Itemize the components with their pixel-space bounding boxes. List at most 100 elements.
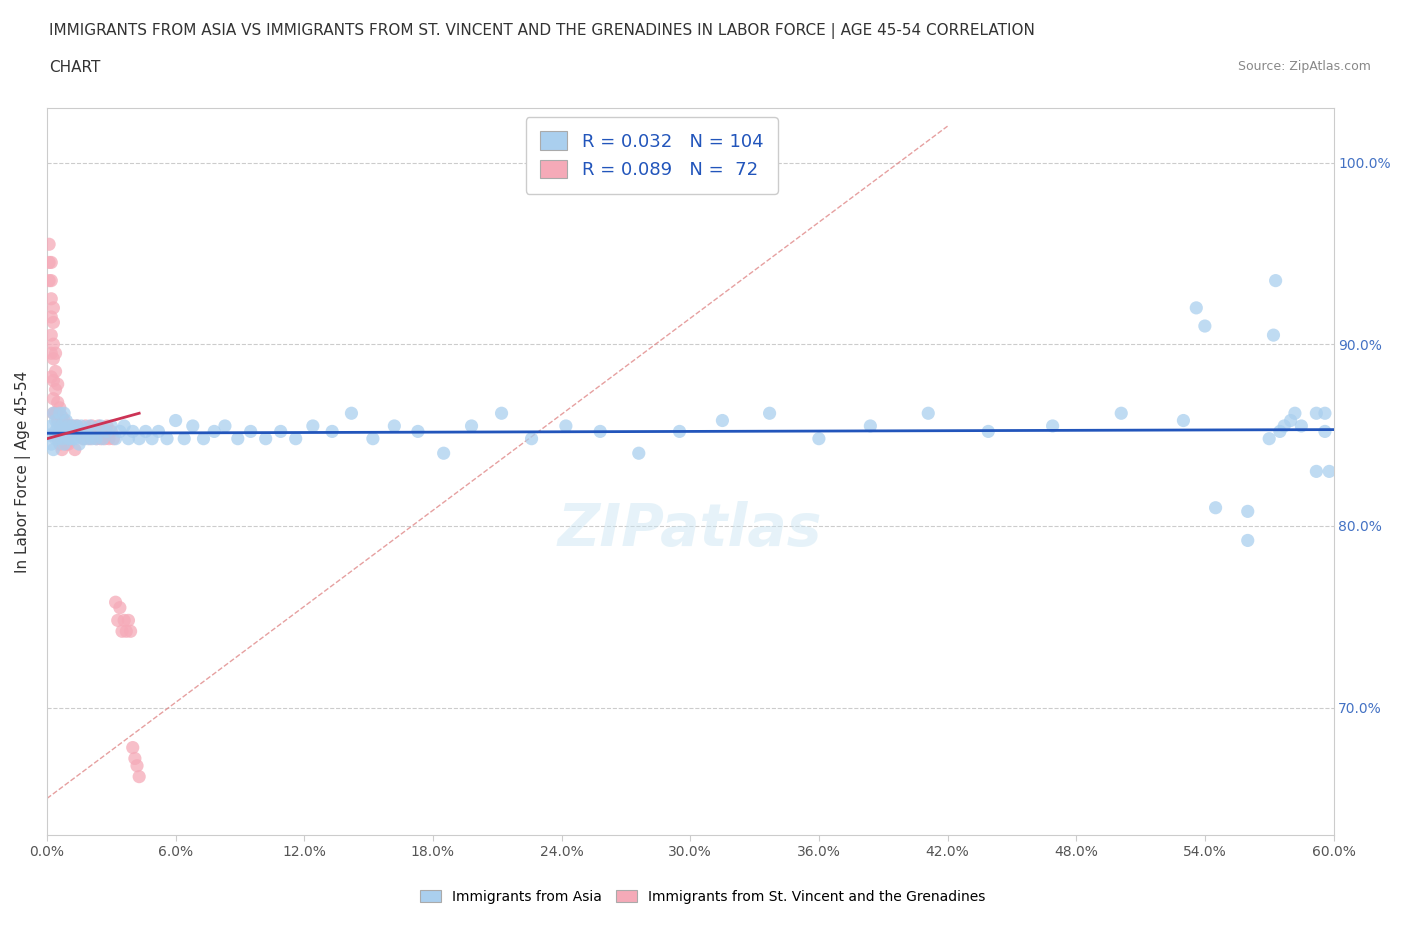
- Point: [79, 418, 101, 433]
- Point: [156, 432, 179, 446]
- Point: [1263, 327, 1285, 342]
- Point: [1236, 533, 1258, 548]
- Point: [38, 428, 60, 443]
- Point: [917, 405, 939, 420]
- Point: [460, 418, 482, 433]
- Point: [46, 432, 69, 446]
- Point: [1258, 432, 1281, 446]
- Point: [128, 769, 150, 784]
- Point: [98, 432, 121, 446]
- Point: [39, 273, 62, 288]
- Point: [120, 624, 142, 639]
- Point: [42, 405, 65, 420]
- Point: [59, 424, 82, 439]
- Point: [1291, 418, 1313, 433]
- Point: [46, 432, 69, 446]
- Point: [39, 255, 62, 270]
- Point: [55, 437, 77, 452]
- Point: [59, 424, 82, 439]
- Point: [91, 424, 114, 439]
- Point: [90, 432, 112, 446]
- Point: [1279, 413, 1302, 428]
- Point: [302, 418, 325, 433]
- Y-axis label: In Labor Force | Age 45-54: In Labor Force | Age 45-54: [15, 370, 31, 573]
- Point: [96, 418, 118, 433]
- Point: [165, 413, 187, 428]
- Point: [284, 432, 307, 446]
- Point: [42, 352, 65, 366]
- Point: [51, 424, 73, 439]
- Point: [51, 418, 73, 433]
- Point: [226, 432, 249, 446]
- Point: [1317, 464, 1340, 479]
- Point: [124, 751, 146, 766]
- Point: [100, 418, 122, 433]
- Point: [49, 437, 72, 452]
- Point: [67, 424, 90, 439]
- Point: [1264, 273, 1286, 288]
- Point: [554, 418, 576, 433]
- Point: [58, 418, 80, 433]
- Point: [84, 432, 107, 446]
- Point: [38, 237, 60, 252]
- Point: [67, 428, 90, 443]
- Point: [1305, 464, 1327, 479]
- Point: [45, 424, 67, 439]
- Point: [100, 424, 122, 439]
- Point: [173, 432, 195, 446]
- Point: [627, 445, 650, 460]
- Point: [53, 413, 76, 428]
- Point: [112, 613, 135, 628]
- Point: [76, 432, 98, 446]
- Point: [520, 432, 543, 446]
- Point: [51, 442, 73, 457]
- Point: [42, 442, 65, 457]
- Point: [45, 364, 67, 379]
- Point: [758, 405, 780, 420]
- Point: [859, 418, 882, 433]
- Point: [75, 424, 97, 439]
- Point: [70, 424, 93, 439]
- Point: [977, 424, 1000, 439]
- Point: [39, 346, 62, 361]
- Point: [45, 428, 67, 443]
- Point: [58, 437, 80, 452]
- Point: [39, 291, 62, 306]
- Point: [58, 418, 80, 433]
- Point: [49, 424, 72, 439]
- Point: [1173, 413, 1195, 428]
- Point: [96, 424, 118, 439]
- Point: [46, 413, 69, 428]
- Point: [807, 432, 830, 446]
- Point: [62, 432, 84, 446]
- Point: [75, 418, 97, 433]
- Point: [214, 418, 236, 433]
- Point: [55, 428, 77, 443]
- Point: [1236, 504, 1258, 519]
- Point: [1284, 405, 1306, 420]
- Point: [53, 432, 76, 446]
- Point: [58, 432, 80, 446]
- Point: [107, 613, 129, 628]
- Point: [121, 424, 143, 439]
- Point: [270, 424, 292, 439]
- Point: [39, 310, 62, 325]
- Point: [62, 418, 84, 433]
- Point: [42, 373, 65, 388]
- Point: [181, 418, 204, 433]
- Legend: Immigrants from Asia, Immigrants from St. Vincent and the Grenadines: Immigrants from Asia, Immigrants from St…: [415, 884, 991, 910]
- Point: [49, 405, 72, 420]
- Point: [51, 432, 73, 446]
- Point: [63, 432, 86, 446]
- Point: [45, 432, 67, 446]
- Point: [1313, 424, 1336, 439]
- Point: [121, 740, 143, 755]
- Point: [1313, 405, 1336, 420]
- Point: [117, 432, 139, 446]
- Point: [108, 424, 131, 439]
- Point: [66, 418, 89, 433]
- Point: [62, 418, 84, 433]
- Point: [91, 432, 114, 446]
- Point: [340, 405, 363, 420]
- Point: [382, 418, 405, 433]
